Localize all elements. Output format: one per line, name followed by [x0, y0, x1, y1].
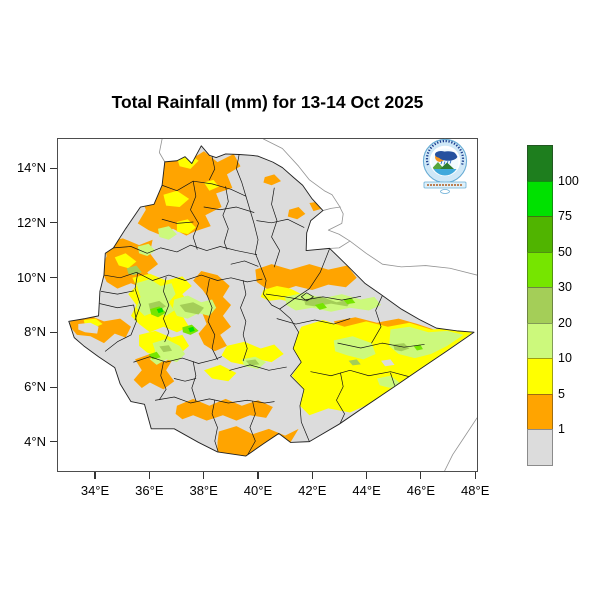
x-tick: [474, 472, 476, 479]
y-tick: [50, 222, 57, 224]
legend-label: 20: [558, 315, 572, 330]
x-tick-label: 36°E: [135, 483, 164, 498]
rainfall-patch-pale-green: [376, 375, 402, 388]
rainfall-patch-orange: [287, 207, 306, 220]
y-tick: [50, 277, 57, 279]
rainfall-patch-yellow: [221, 341, 284, 365]
rainfall-patch-yellow: [163, 190, 190, 208]
rainfall-patch-olive: [393, 343, 410, 352]
rainfall-patch-pale-green: [137, 243, 156, 257]
legend-color-box: [527, 251, 553, 288]
ethiopian-meteorology-institute-logo: [422, 138, 468, 194]
neighbor-borders: [158, 139, 477, 471]
legend-label: 100: [558, 173, 579, 188]
rainfall-patch-yellow: [114, 253, 137, 269]
rainfall-patch-olive: [159, 345, 173, 353]
legend-label: 1: [558, 422, 565, 436]
water-icon: [431, 169, 459, 176]
rainfall-patch-pale-green: [158, 226, 177, 240]
rainfall-patch-vivid-green: [156, 307, 164, 314]
y-tick: [50, 441, 57, 443]
x-tick: [94, 472, 96, 479]
somalia-coastline: [444, 417, 477, 471]
x-tick: [257, 472, 259, 479]
x-tick: [203, 472, 205, 479]
legend-color-box: [527, 287, 553, 324]
rainfall-patch-orange: [175, 398, 273, 421]
rainfall-patch-gray: [78, 322, 99, 334]
map-plot-area: [57, 138, 478, 472]
x-tick: [420, 472, 422, 479]
rainfall-patch-pale-green: [136, 279, 176, 316]
legend-colorbar: 100 75 50 30 20 10 5 1: [527, 145, 600, 466]
rainfall-patch-orange: [255, 264, 357, 292]
x-tick-label: 40°E: [243, 483, 273, 498]
rainfall-patch-olive: [126, 265, 142, 276]
sudan-eritrea-border: [158, 139, 166, 163]
legend-label: 5: [558, 386, 565, 401]
rainfall-patch-orange: [133, 353, 175, 390]
legend-color-box: [527, 358, 553, 395]
rainfall-patch-gray: [381, 359, 395, 367]
y-tick: [50, 331, 57, 333]
x-tick-label: 46°E: [406, 483, 436, 498]
rainfall-patch-vivid-green: [188, 326, 195, 333]
y-tick-label: 8°N: [24, 324, 46, 340]
djibouti-somaliland-border: [329, 240, 351, 249]
rainfall-patch-yellow: [203, 179, 219, 191]
ethiopia-rainfall-map: [68, 139, 477, 471]
logo-scene: [431, 151, 459, 176]
zone-boundaries: [99, 154, 425, 456]
x-tick-label: 44°E: [352, 483, 381, 498]
rain-icon: [440, 160, 452, 165]
eritrea-somaliland-coastline: [263, 139, 477, 276]
y-tick-label: 14°N: [16, 160, 46, 176]
legend-color-box: [527, 393, 553, 430]
legend-color-box: [527, 180, 553, 217]
y-tick-label: 6°N: [24, 379, 46, 395]
x-tick-label: 48°E: [461, 483, 490, 498]
y-tick-label: 4°N: [24, 433, 46, 449]
x-tick: [148, 472, 150, 479]
rainfall-patch-olive: [303, 296, 353, 307]
x-tick-label: 38°E: [189, 483, 218, 498]
y-tick-label: 10°N: [16, 269, 46, 285]
x-tick: [311, 472, 313, 479]
y-tick: [50, 167, 57, 169]
legend-label: 30: [558, 280, 572, 294]
legend-color-box: [527, 322, 553, 359]
logo-arc-text: [425, 139, 465, 166]
ethiopia-landmass: [68, 145, 475, 457]
y-tick-label: 12°N: [16, 214, 46, 230]
rainfall-patch-pale-green: [333, 336, 376, 360]
logo-seal: [440, 189, 450, 194]
rainfall-patch-bright-green: [413, 344, 423, 351]
rainfall-patch-bright-green: [314, 302, 327, 310]
rainfall-patch-olive: [179, 302, 204, 315]
legend-color-box: [527, 429, 553, 466]
legend-color-box: [527, 216, 553, 253]
page-title: Total Rainfall (mm) for 13-14 Oct 2025: [111, 92, 424, 112]
y-tick: [50, 386, 57, 388]
rainfall-patch-pale-green: [389, 326, 464, 359]
ethiopia-outline: [68, 145, 475, 457]
rainfall-patch-olive: [245, 359, 260, 366]
rainfall-patch-pale-green: [149, 339, 186, 365]
legend-color-box: [527, 145, 553, 182]
rainfall-patch-yellow: [203, 364, 237, 382]
x-tick-label: 34°E: [80, 483, 110, 498]
rainfall-patch-orange: [263, 174, 282, 186]
x-tick: [365, 472, 368, 479]
eritrea-djibouti-border: [322, 206, 341, 211]
legend-label: 50: [558, 244, 572, 259]
rainfall-patch-olive: [348, 359, 361, 366]
mountain-icon: [431, 162, 444, 169]
legend-label: 10: [558, 351, 572, 365]
x-tick-label: 42°E: [298, 483, 327, 498]
legend-label: 75: [558, 209, 572, 223]
